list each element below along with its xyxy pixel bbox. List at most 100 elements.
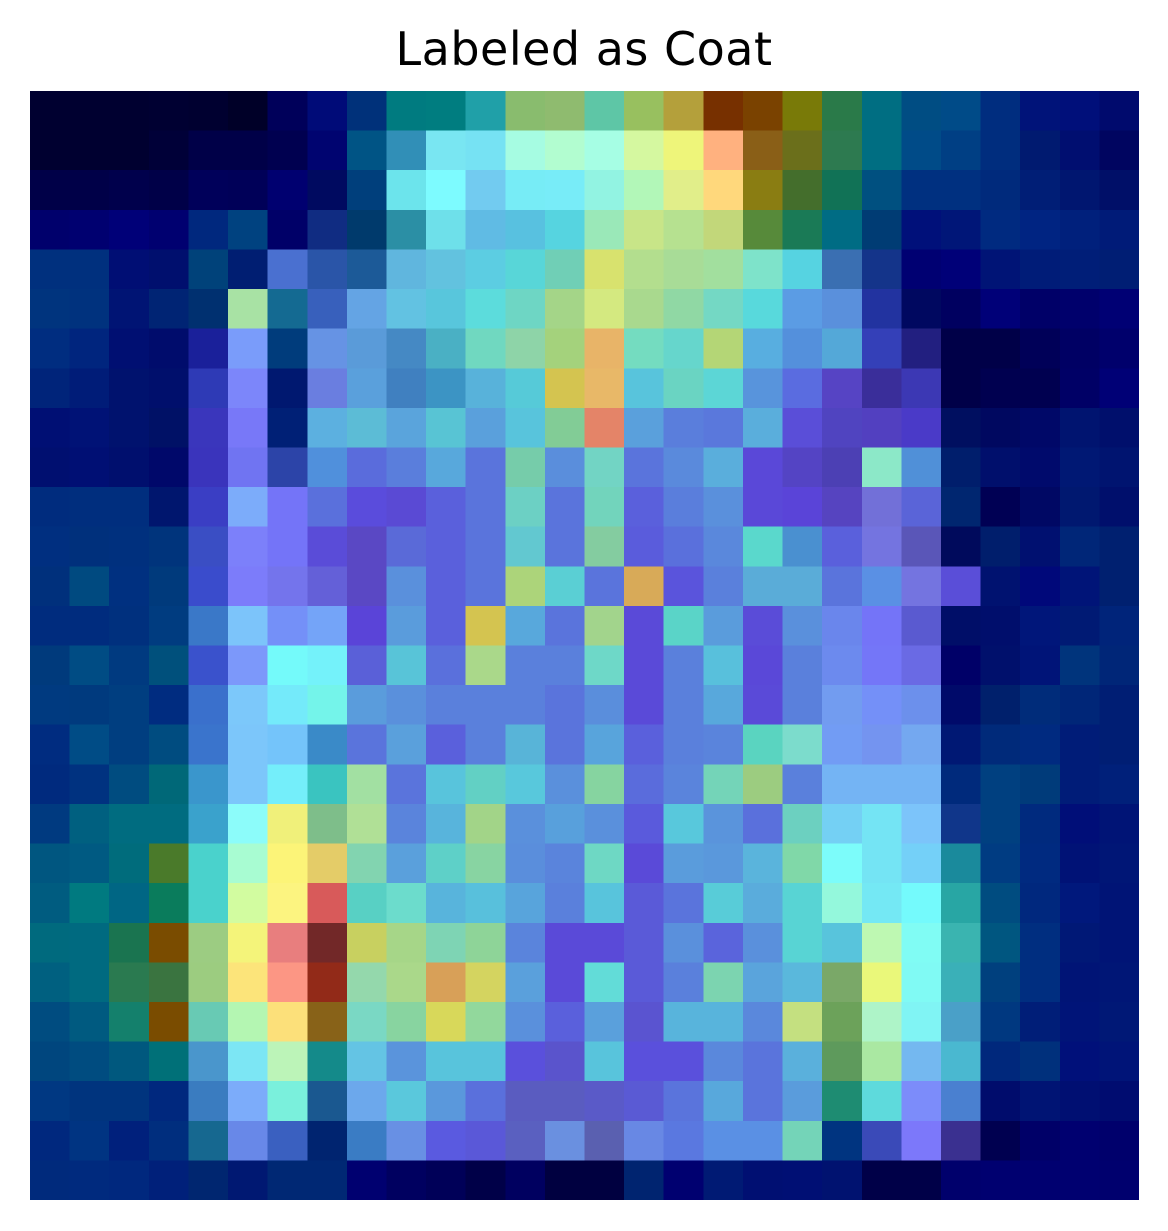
heatmap-cell [505, 645, 546, 686]
heatmap-cell [69, 1120, 111, 1162]
heatmap-cell [980, 883, 1021, 924]
heatmap-cell [1020, 328, 1061, 370]
heatmap-cell [1020, 368, 1061, 409]
heatmap-cell [584, 764, 625, 805]
heatmap-cell [426, 605, 467, 647]
heatmap-cell [228, 645, 269, 686]
heatmap-cell [386, 447, 427, 488]
heatmap-cell [901, 289, 942, 330]
heatmap-cell [148, 526, 190, 568]
heatmap-cell [1059, 1041, 1101, 1082]
heatmap-cell [980, 368, 1021, 409]
heatmap-cell [505, 803, 546, 845]
heatmap-cell [148, 407, 190, 449]
heatmap-cell [584, 922, 625, 964]
heatmap-cell [940, 566, 982, 607]
heatmap-cell [267, 91, 309, 132]
heatmap-cell [465, 209, 507, 251]
heatmap-cell [980, 526, 1021, 568]
heatmap-cell [426, 91, 467, 132]
heatmap-cell [822, 962, 863, 1003]
heatmap-cell [109, 843, 150, 884]
heatmap-cell [1099, 1081, 1139, 1122]
heatmap-cell [307, 328, 348, 370]
heatmap-cell [267, 249, 309, 290]
heatmap-cell [30, 724, 71, 766]
heatmap-cell [386, 328, 427, 370]
heatmap-cell [901, 922, 942, 964]
heatmap-cell [940, 1041, 982, 1082]
heatmap-cell [505, 883, 546, 924]
heatmap-cell [782, 566, 823, 607]
heatmap-cell [267, 1160, 309, 1200]
heatmap-cell [544, 487, 586, 528]
heatmap-cell [505, 328, 546, 370]
heatmap-cell [30, 1001, 71, 1043]
heatmap-cell [188, 289, 229, 330]
heatmap-cell [505, 368, 546, 409]
heatmap-cell [742, 724, 784, 766]
heatmap-cell [188, 407, 229, 449]
heatmap-cell [346, 1160, 388, 1200]
heatmap-cell [148, 368, 190, 409]
heatmap-cell [228, 209, 269, 251]
heatmap-cell [782, 447, 823, 488]
heatmap-cell [544, 1001, 586, 1043]
heatmap-cell [1059, 407, 1101, 449]
heatmap-cell [584, 447, 625, 488]
heatmap-cell [544, 1041, 586, 1082]
heatmap-cell [30, 170, 71, 211]
heatmap-cell [228, 91, 269, 132]
heatmap-cell [148, 605, 190, 647]
heatmap-cell [1020, 843, 1061, 884]
heatmap-cell [1099, 526, 1139, 568]
heatmap-cell [30, 289, 71, 330]
heatmap-cell [980, 1041, 1021, 1082]
heatmap-cell [742, 962, 784, 1003]
heatmap-cell [465, 922, 507, 964]
heatmap-cell [307, 962, 348, 1003]
heatmap-cell [1059, 368, 1101, 409]
heatmap-cell [703, 605, 744, 647]
heatmap-cell [584, 526, 625, 568]
heatmap-cell [544, 1160, 586, 1200]
heatmap-cell [703, 526, 744, 568]
heatmap-cell [861, 91, 903, 132]
heatmap-cell [307, 289, 348, 330]
heatmap-cell [624, 1081, 665, 1122]
heatmap-cell [980, 724, 1021, 766]
heatmap-cell [346, 526, 388, 568]
heatmap-cell [346, 883, 388, 924]
heatmap-cell [426, 724, 467, 766]
heatmap-cell [742, 883, 784, 924]
heatmap-cell [1059, 922, 1101, 964]
heatmap-cell [30, 922, 71, 964]
heatmap-cell [426, 130, 467, 172]
heatmap-cell [188, 249, 229, 290]
heatmap-cell [465, 130, 507, 172]
heatmap-cell [940, 368, 982, 409]
heatmap-cell [69, 91, 111, 132]
heatmap-cell [426, 209, 467, 251]
heatmap-cell [1020, 249, 1061, 290]
heatmap-cell [228, 685, 269, 726]
heatmap-cell [782, 209, 823, 251]
heatmap-cell [386, 91, 427, 132]
heatmap-cell [505, 91, 546, 132]
heatmap-cell [505, 1041, 546, 1082]
heatmap-cell [940, 209, 982, 251]
heatmap-cell [505, 407, 546, 449]
heatmap-cell [505, 843, 546, 884]
heatmap-cell [901, 130, 942, 172]
heatmap-cell [822, 170, 863, 211]
heatmap-cell [584, 803, 625, 845]
heatmap-cell [663, 526, 705, 568]
heatmap-cell [1020, 566, 1061, 607]
heatmap-cell [267, 962, 309, 1003]
heatmap-cell [544, 883, 586, 924]
heatmap-cell [1020, 289, 1061, 330]
heatmap-cell [940, 724, 982, 766]
heatmap-figure [30, 91, 1139, 1200]
heatmap-cell [782, 407, 823, 449]
heatmap-cell [624, 407, 665, 449]
